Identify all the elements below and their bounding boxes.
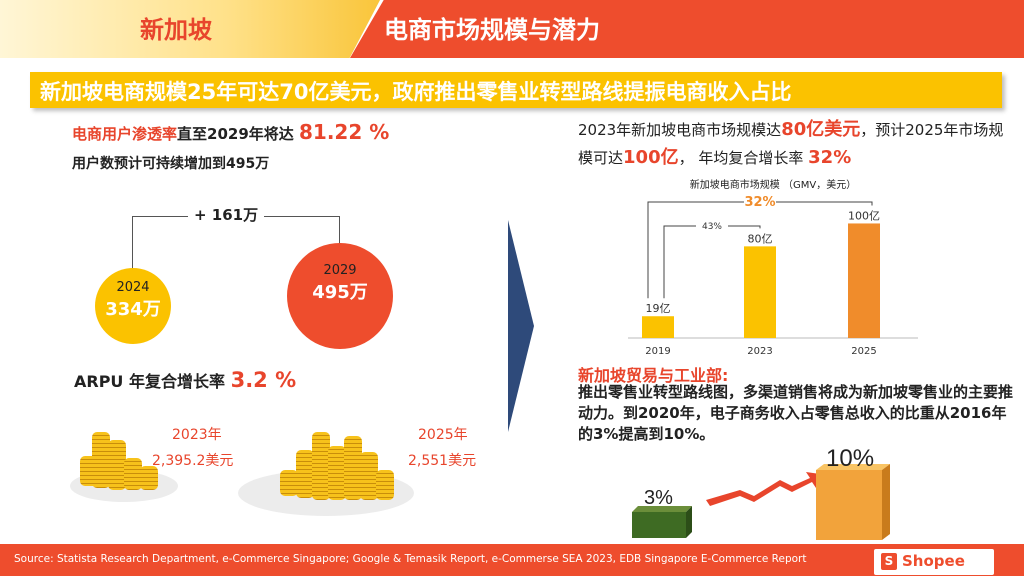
retail-share-graphic: 3% 10% xyxy=(632,445,890,540)
bar-2019 xyxy=(642,316,674,338)
bar-2023 xyxy=(744,246,776,338)
tick-label-2019: 2019 xyxy=(645,346,670,357)
market-value-2023: 80亿美元 xyxy=(781,119,861,140)
growth-label-bg-0 xyxy=(696,218,728,232)
country-title: 新加坡 xyxy=(140,16,212,44)
users-2029-circle: 2029 495万 xyxy=(287,243,393,349)
coin-stack xyxy=(344,436,362,500)
divider-arrow-icon xyxy=(508,220,534,432)
arpu-label: ARPU 年复合增长率 xyxy=(74,372,225,391)
coin-stack xyxy=(296,450,314,498)
users-2029-year: 2029 xyxy=(323,263,357,278)
coin-stack xyxy=(280,470,298,496)
section-title: 电商市场规模与潜力 xyxy=(384,16,600,44)
user-increase-label: + 161万 xyxy=(188,204,265,225)
coin-stack xyxy=(108,440,126,490)
users-2024-year: 2024 xyxy=(116,280,150,295)
data-label-2025: 100亿 xyxy=(848,209,880,222)
market-text-2: ，预计2025年市场规模可达 xyxy=(578,121,1004,167)
growth-label-0: 43% xyxy=(702,222,722,232)
headline-text: 新加坡电商规模25年可达70亿美元，政府推出零售业转型路线提振电商收入占比 xyxy=(40,80,792,104)
tick-label-2023: 2023 xyxy=(747,346,772,357)
coin-stack xyxy=(360,452,378,500)
share-2016-cube-front xyxy=(632,512,686,538)
market-cagr: 32% xyxy=(808,147,852,168)
mti-body: 推出零售业转型路线图，多渠道销售将成为新加坡零售业的主要推动力。到2020年，电… xyxy=(578,383,1014,443)
data-label-2019: 19亿 xyxy=(646,302,671,315)
shopee-logo: S Shopee xyxy=(874,549,994,575)
share-2020-cube-front xyxy=(816,470,882,540)
share-2020-cube-top xyxy=(816,464,890,470)
shopee-bag-icon: S xyxy=(881,553,897,570)
arpu-2023-value: 2,395.2美元 xyxy=(152,453,234,469)
share-2020-label: 10% xyxy=(826,445,874,472)
mti-title: 新加坡贸易与工业部: xyxy=(578,366,729,385)
penetration-value: 81.22 % xyxy=(299,120,390,144)
footer-bar: Source: Statista Research Department, e-… xyxy=(0,544,1024,576)
coin-stack xyxy=(124,458,142,490)
data-label-2023: 80亿 xyxy=(748,232,773,245)
growth-arrow-icon xyxy=(706,472,820,506)
share-2020-cube-side xyxy=(882,464,890,540)
share-2016-label: 3% xyxy=(644,487,673,509)
share-2016-cube-side xyxy=(686,506,692,538)
header-right-band xyxy=(350,0,1024,58)
coin-stack xyxy=(376,470,394,500)
arpu-2023-year: 2023年 xyxy=(172,427,222,443)
penetration-middle: 直至2029年将达 xyxy=(177,125,294,143)
coin-stack xyxy=(140,466,158,490)
growth-label-bg-1 xyxy=(744,194,776,208)
bar-2025 xyxy=(848,223,880,338)
growth-label-1: 32% xyxy=(744,195,775,210)
shopee-logo-text: Shopee xyxy=(902,552,965,570)
coin-stack xyxy=(328,446,346,500)
header-left-band xyxy=(0,0,380,58)
arpu-line: ARPU 年复合增长率 3.2 % xyxy=(74,368,296,392)
coin-stack xyxy=(92,432,110,488)
arpu-value: 3.2 % xyxy=(230,368,297,392)
market-value-2025: 100亿 xyxy=(623,147,679,168)
users-2029-value: 495万 xyxy=(312,282,368,303)
headline-banner: 新加坡电商规模25年可达70亿美元，政府推出零售业转型路线提振电商收入占比 xyxy=(30,72,1002,108)
users-2024-value: 334万 xyxy=(105,299,161,320)
chart-title: 新加坡电商市场规模 （GMV，美元） xyxy=(690,178,856,191)
users-2024-circle: 2024 334万 xyxy=(95,268,171,344)
tick-label-2025: 2025 xyxy=(851,346,876,357)
gmv-bar-chart: 新加坡电商市场规模 （GMV，美元） 19亿 2019 80亿 2023 100亿 2025… xyxy=(628,178,918,357)
market-text-1: 2023年新加坡电商市场规模达 xyxy=(578,121,782,139)
source-citation: Source: Statista Research Department, e-… xyxy=(14,553,807,565)
penetration-line: 电商用户渗透率直至2029年将达 81.22 % xyxy=(72,120,389,144)
users-forecast-text: 用户数预计可持续增加到495万 xyxy=(72,156,270,172)
market-size-text: 2023年新加坡电商市场规模达80亿美元，预计2025年市场规模可达100亿， … xyxy=(578,116,1008,172)
penetration-label: 电商用户渗透率 xyxy=(72,125,178,143)
arpu-2025-value: 2,551美元 xyxy=(408,453,477,469)
arpu-2025-year: 2025年 xyxy=(418,427,468,443)
share-2016-cube-top xyxy=(632,506,692,512)
market-text-3: ， 年均复合增长率 xyxy=(678,149,809,167)
coin-stack xyxy=(312,432,330,500)
